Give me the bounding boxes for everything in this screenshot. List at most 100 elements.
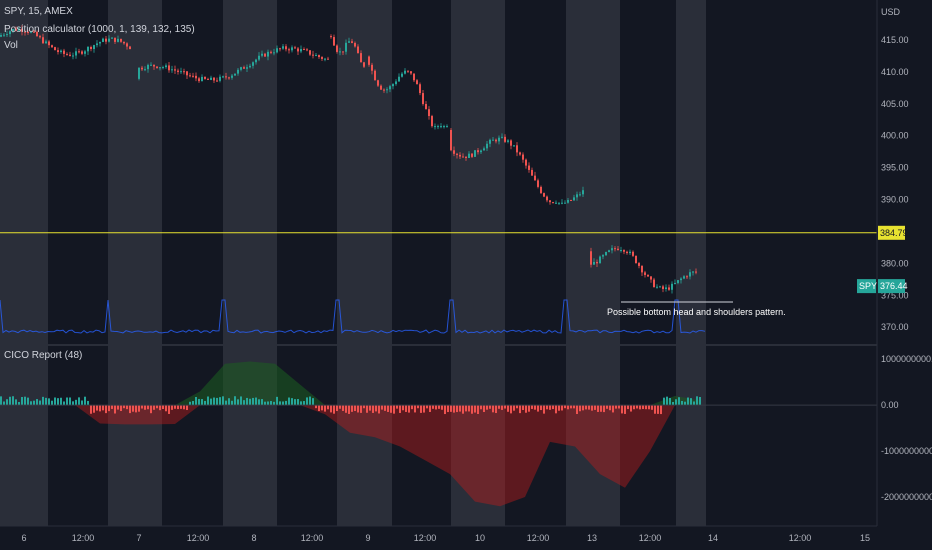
cico-histogram-bar <box>12 396 14 406</box>
candle-body <box>48 41 50 46</box>
candle-body <box>63 50 65 54</box>
cico-histogram-bar <box>339 405 341 409</box>
y-tick-label: 415.00 <box>881 35 909 45</box>
candle-body <box>39 36 41 38</box>
candle-body <box>416 80 418 85</box>
candle-body <box>593 261 595 265</box>
cico-histogram-bar <box>492 405 494 413</box>
session-band <box>676 0 706 526</box>
cico-histogram-bar <box>591 405 593 411</box>
cico-histogram-bar <box>630 405 632 412</box>
candle-body <box>204 76 206 79</box>
cico-histogram-bar <box>297 399 299 406</box>
cico-histogram-bar <box>648 405 650 410</box>
candle-body <box>371 64 373 71</box>
cico-histogram-bar <box>183 405 185 410</box>
cico-histogram-bar <box>240 396 242 406</box>
cico-histogram-bar <box>558 405 560 411</box>
candle-body <box>60 50 62 53</box>
cico-histogram-bar <box>486 405 488 410</box>
cico-histogram-bar <box>357 405 359 413</box>
cico-histogram-bar <box>27 397 29 406</box>
cico-histogram-bar <box>231 400 233 406</box>
candle-body <box>294 47 296 49</box>
candle-body <box>231 75 233 78</box>
candle-body <box>234 73 236 76</box>
cico-histogram-bar <box>39 400 41 406</box>
cico-histogram-bar <box>81 400 83 406</box>
price-axis[interactable]: USD 415.00 410.00 405.00 400.00 395.00 390.00 3… <box>857 0 932 550</box>
candle-body <box>96 43 98 46</box>
volume-legend[interactable]: Vol <box>4 40 18 51</box>
cico-histogram-bar <box>114 405 116 414</box>
cico-histogram-bar <box>681 400 683 406</box>
candle-body <box>285 46 287 50</box>
cico-histogram-bar <box>234 396 236 406</box>
last-price-tag: 376.44 <box>880 281 908 291</box>
candle-body <box>57 50 59 53</box>
x-tick-label: 6 <box>21 533 26 543</box>
cico-histogram-bar <box>375 405 377 412</box>
candle-body <box>590 251 592 265</box>
time-axis[interactable]: 6 12:00 7 12:00 8 12:00 9 12:00 10 12:00 13 12:00 14… <box>0 525 932 550</box>
cico-histogram-bar <box>552 405 554 410</box>
candle-body <box>315 55 317 57</box>
cico-histogram-bar <box>444 405 446 415</box>
candle-body <box>459 154 461 157</box>
cico-histogram-bar <box>150 405 152 414</box>
candle-body <box>561 202 563 204</box>
candle-body <box>465 156 467 159</box>
candle-body <box>543 193 545 197</box>
cico-histogram-bar <box>699 397 701 406</box>
cico-histogram-bar <box>555 405 557 414</box>
pattern-annotation[interactable]: Possible bottom head and shoulders patte… <box>607 301 786 317</box>
session-band <box>223 0 277 526</box>
cico-histogram-bar <box>576 405 578 415</box>
position-calculator-legend[interactable]: Position calculator (1000, 1, 139, 132, … <box>4 24 195 35</box>
cico-histogram-bar <box>216 397 218 406</box>
cico-histogram-bar <box>153 405 155 410</box>
cico-histogram-bar <box>564 405 566 409</box>
cico-histogram-bar <box>369 405 371 411</box>
cico-histogram-bar <box>123 405 125 409</box>
candle-body <box>243 67 245 69</box>
candle-body <box>342 51 344 53</box>
cico-histogram-bar <box>573 405 575 409</box>
y-tick-label: 370.00 <box>881 322 909 332</box>
candle-body <box>111 37 113 39</box>
price-candles <box>0 25 697 294</box>
cico-histogram-bar <box>141 405 143 409</box>
cico-legend[interactable]: CICO Report (48) <box>4 350 83 361</box>
candle-body <box>492 139 494 141</box>
symbol-legend[interactable]: SPY, 15, AMEX <box>4 6 73 17</box>
y-tick-label: 405.00 <box>881 99 909 109</box>
cico-tick-label: -1000000000.00 <box>881 446 932 456</box>
cico-histogram-bar <box>303 401 305 406</box>
y-tick-label: 400.00 <box>881 131 909 141</box>
cico-histogram-bar <box>540 405 542 411</box>
candle-body <box>665 287 667 290</box>
cico-axis[interactable]: 1000000000.00 0.00 -1000000000.00 -20000000… <box>878 346 932 526</box>
cico-histogram-bar <box>117 405 119 410</box>
candle-body <box>42 37 44 44</box>
candle-body <box>207 78 209 80</box>
candle-body <box>468 153 470 159</box>
candle-body <box>389 86 391 90</box>
candle-body <box>501 136 503 138</box>
candle-body <box>692 271 694 273</box>
candle-body <box>431 116 433 127</box>
cico-histogram-bar <box>594 405 596 410</box>
currency-label: USD <box>881 7 901 17</box>
candle-body <box>72 55 74 57</box>
candle-body <box>84 51 86 54</box>
y-tick-label: 395.00 <box>881 163 909 173</box>
candle-body <box>303 49 305 51</box>
cico-histogram-bar <box>657 405 659 414</box>
candle-body <box>291 47 293 51</box>
cico-histogram-bar <box>456 405 458 413</box>
candle-body <box>419 84 421 94</box>
cico-histogram-bar <box>603 405 605 413</box>
candle-body <box>240 67 242 70</box>
cico-histogram-bar <box>93 405 95 413</box>
